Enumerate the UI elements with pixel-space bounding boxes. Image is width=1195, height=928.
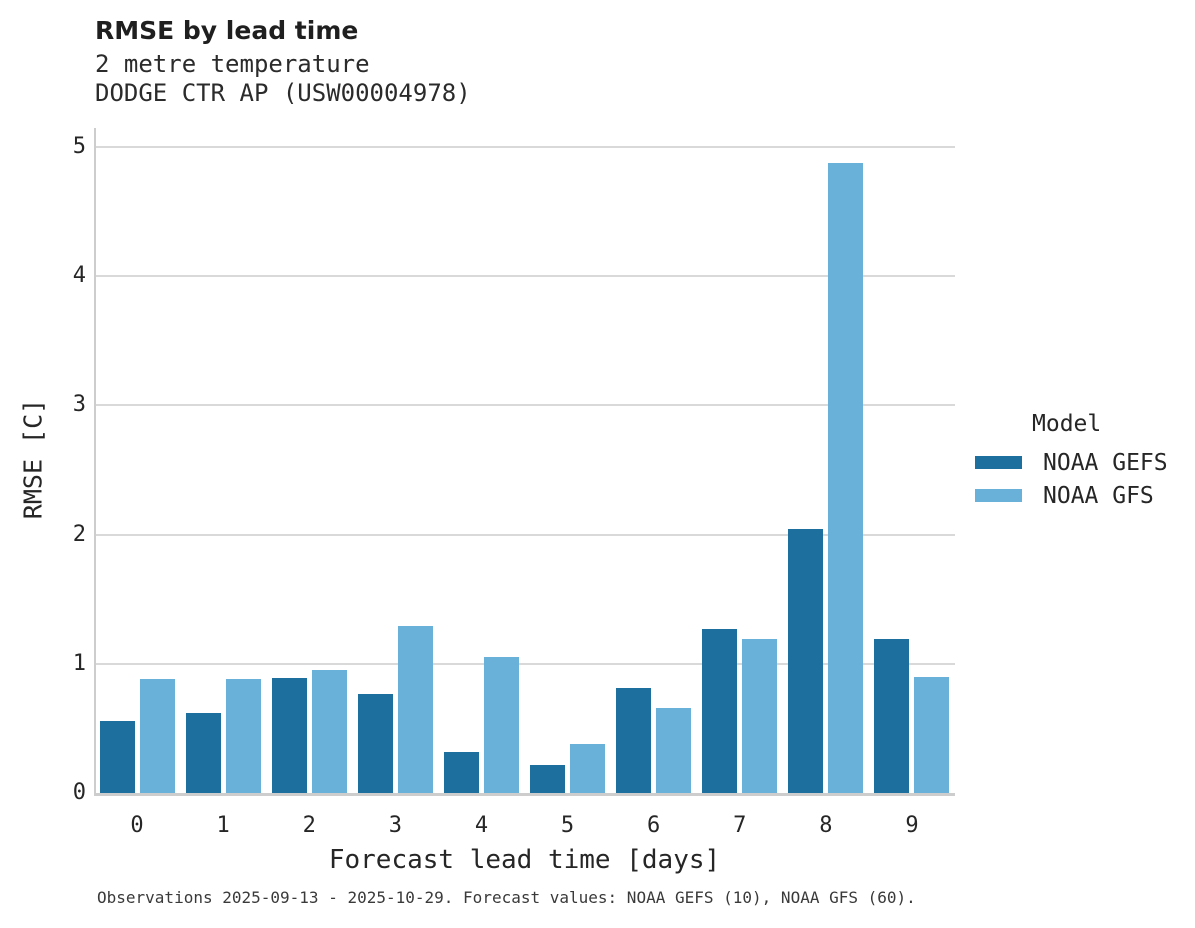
x-tick-label-3: 3 bbox=[388, 813, 402, 838]
plot-area bbox=[94, 128, 955, 796]
gridline-3 bbox=[94, 404, 955, 407]
legend-title: Model bbox=[1032, 411, 1102, 437]
bar-noaa-gefs-lead8 bbox=[788, 529, 824, 793]
gridline-1 bbox=[94, 662, 955, 665]
bar-noaa-gefs-lead7 bbox=[702, 628, 738, 793]
chart-subtitle-variable: 2 metre temperature bbox=[95, 50, 370, 78]
x-tick-label-5: 5 bbox=[560, 813, 575, 838]
x-tick-label-6: 6 bbox=[647, 813, 661, 838]
bar-noaa-gefs-lead4 bbox=[443, 751, 479, 793]
legend-label-gfs: NOAA GFS bbox=[1043, 482, 1154, 509]
bar-noaa-gefs-lead6 bbox=[616, 688, 652, 793]
gridline-2 bbox=[94, 533, 955, 536]
bar-noaa-gefs-lead0 bbox=[99, 720, 135, 793]
x-tick-label-7: 7 bbox=[733, 813, 747, 838]
bar-noaa-gfs-lead0 bbox=[139, 679, 175, 793]
bar-noaa-gfs-lead3 bbox=[397, 626, 433, 793]
chart-title: RMSE by lead time bbox=[95, 16, 359, 45]
gefs-color-swatch bbox=[975, 456, 1022, 469]
legend-entry-gefs: NOAA GEFS bbox=[975, 446, 1185, 479]
x-tick-label-8: 8 bbox=[819, 813, 833, 838]
x-axis-title: Forecast lead time [days] bbox=[328, 845, 721, 875]
x-tick-label-9: 9 bbox=[905, 813, 919, 838]
bar-noaa-gfs-lead1 bbox=[225, 679, 261, 793]
bar-noaa-gfs-lead6 bbox=[656, 707, 692, 793]
gridline-5 bbox=[94, 146, 955, 148]
y-tick-label-4: 4 bbox=[72, 263, 86, 289]
legend: Model NOAA GEFS NOAA GFS bbox=[975, 410, 1185, 512]
bar-noaa-gfs-lead8 bbox=[828, 162, 864, 793]
bar-noaa-gefs-lead5 bbox=[530, 764, 566, 793]
x-tick-label-4: 4 bbox=[474, 813, 489, 838]
y-tick-label-2: 2 bbox=[72, 521, 86, 547]
legend-label-gefs: NOAA GEFS bbox=[1043, 449, 1168, 476]
chart-subtitle-station: DODGE CTR AP (USW00004978) bbox=[95, 79, 471, 107]
gfs-color-swatch bbox=[975, 489, 1022, 502]
x-tick-label-0: 0 bbox=[130, 813, 144, 838]
x-tick-label-1: 1 bbox=[216, 813, 230, 838]
bar-noaa-gfs-lead9 bbox=[914, 676, 950, 793]
legend-entry-gfs: NOAA GFS bbox=[975, 479, 1185, 512]
y-tick-label-0: 0 bbox=[72, 780, 86, 805]
bar-noaa-gefs-lead1 bbox=[185, 712, 221, 793]
y-tick-label-1: 1 bbox=[72, 650, 86, 676]
x-axis-line bbox=[94, 793, 955, 796]
bar-noaa-gefs-lead2 bbox=[271, 678, 307, 793]
bar-noaa-gefs-lead9 bbox=[874, 639, 910, 793]
bar-noaa-gfs-lead4 bbox=[483, 657, 519, 793]
bar-noaa-gefs-lead3 bbox=[357, 693, 393, 793]
footer-caption: Observations 2025-09-13 - 2025-10-29. Fo… bbox=[97, 888, 916, 907]
bar-noaa-gfs-lead2 bbox=[311, 670, 347, 793]
y-tick-label-3: 3 bbox=[72, 392, 86, 418]
x-tick-label-2: 2 bbox=[302, 813, 316, 838]
bar-noaa-gfs-lead5 bbox=[570, 743, 606, 793]
y-axis-spine bbox=[94, 128, 96, 794]
bar-noaa-gfs-lead7 bbox=[742, 639, 778, 793]
gridline-4 bbox=[94, 275, 955, 278]
y-tick-label-5: 5 bbox=[72, 134, 86, 159]
